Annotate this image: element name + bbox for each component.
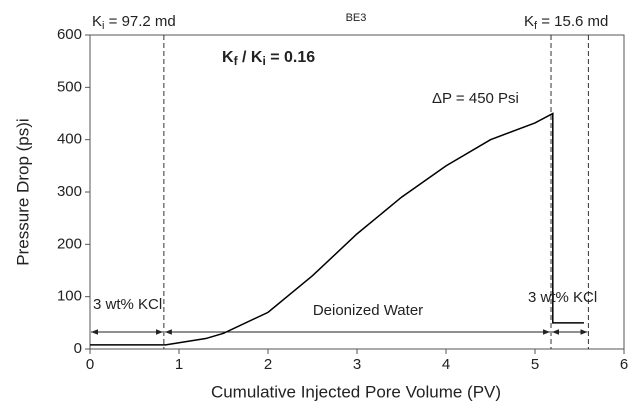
annotation-part: K: [222, 49, 234, 66]
annotation: 3 wt% KCl: [528, 289, 597, 306]
y-tick-label: 0: [74, 340, 82, 357]
annotation-part: ΔP = 450 Psi: [432, 90, 519, 107]
annotation-part: Deionized Water: [313, 302, 423, 319]
annotation: 3 wt% KCl: [93, 296, 162, 313]
annotation-part: = 97.2 md: [104, 13, 175, 30]
annotation-part: / K: [238, 49, 263, 66]
annotation-part: 3 wt% KCl: [528, 289, 597, 306]
x-tick-label: 5: [531, 356, 539, 373]
annotation: Kf / Ki = 0.16: [222, 49, 315, 68]
x-tick-label: 2: [264, 356, 272, 373]
x-tick-label: 6: [620, 356, 628, 373]
data-line: [90, 112, 584, 346]
annotation-part: = 0.16: [266, 49, 315, 66]
annotation-part: K: [524, 13, 534, 30]
y-tick-label: 600: [57, 26, 82, 43]
annotation-part: = 15.6 md: [537, 13, 608, 30]
chart-title: BE3: [346, 12, 367, 24]
annotation-part: f: [534, 20, 538, 32]
y-tick-label: 200: [57, 235, 82, 252]
y-axis-title: Pressure Drop (ps)i: [13, 118, 32, 265]
x-tick-label: 3: [353, 356, 361, 373]
annotation: Kf = 15.6 md: [524, 13, 608, 32]
annotation-part: 3 wt% KCl: [93, 296, 162, 313]
x-axis-title: Cumulative Injected Pore Volume (PV): [211, 382, 501, 401]
annotation-part: i: [262, 54, 265, 68]
x-tick-label: 4: [442, 356, 450, 373]
x-tick-label: 0: [86, 356, 94, 373]
y-tick-label: 300: [57, 183, 82, 200]
y-tick-label: 400: [57, 131, 82, 148]
x-tick-label: 1: [175, 356, 183, 373]
annotation: Ki = 97.2 md: [92, 13, 176, 32]
y-tick-label: 100: [57, 288, 82, 305]
annotation: ΔP = 450 Psi: [432, 90, 519, 107]
annotation: Deionized Water: [313, 302, 423, 319]
y-tick-label: 500: [57, 78, 82, 95]
annotation-part: K: [92, 13, 102, 30]
annotation-part: i: [102, 20, 104, 32]
annotation-part: f: [234, 54, 239, 68]
